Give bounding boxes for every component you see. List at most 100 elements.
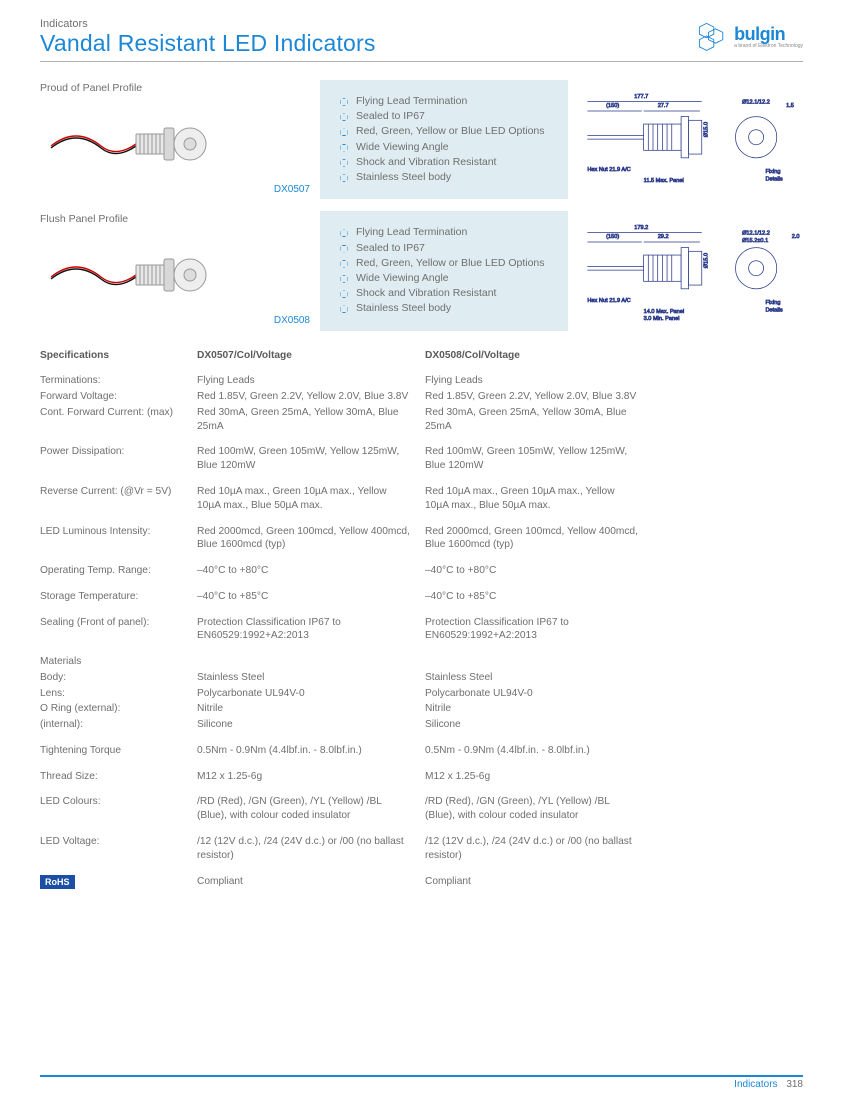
spec-label: Body: [40,671,197,685]
page-footer: Indicators 318 [40,1075,803,1090]
spec-row: Storage Temperature:–40°C to +85°C–40°C … [40,590,803,604]
spec-label: Storage Temperature: [40,590,197,604]
spec-label: O Ring (external): [40,702,197,716]
svg-text:Details: Details [766,176,783,182]
feature-item: Red, Green, Yellow or Blue LED Options [340,124,554,139]
spec-label: RoHS [40,875,197,890]
spec-value-col2: –40°C to +80°C [425,564,653,578]
svg-text:2.0: 2.0 [792,234,800,240]
spec-value-col1: Red 100mW, Green 105mW, Yellow 125mW, Bl… [197,445,425,473]
spec-value-col1: Flying Leads [197,374,425,388]
profile-title: Flush Panel Profile [40,213,320,225]
svg-text:Details: Details [766,307,783,313]
spec-row: Body:Stainless SteelStainless Steel [40,671,803,685]
feature-item: Flying Lead Termination [340,94,554,109]
feature-box: Flying Lead TerminationSealed to IP67Red… [320,80,568,199]
spec-label: LED Voltage: [40,835,197,863]
header-title-block: Indicators Vandal Resistant LED Indicato… [40,18,376,57]
spec-value-col1: –40°C to +80°C [197,564,425,578]
spec-label: (internal): [40,718,197,732]
spec-header-col2: DX0508/Col/Voltage [425,349,653,363]
spec-row: Lens:Polycarbonate UL94V-0Polycarbonate … [40,687,803,701]
spec-value-col1: Protection Classification IP67 to EN6052… [197,616,425,644]
spec-row: Tightening Torque0.5Nm - 0.9Nm (4.4lbf.i… [40,744,803,758]
svg-text:11.5 Max. Panel: 11.5 Max. Panel [644,178,684,184]
svg-text:Hex Nut 21.9 A/C: Hex Nut 21.9 A/C [587,167,630,173]
spec-value-col1: Red 30mA, Green 25mA, Yellow 30mA, Blue … [197,406,425,434]
spec-value-col2: /RD (Red), /GN (Green), /YL (Yellow) /BL… [425,795,653,823]
brand-name: bulgin [734,24,803,45]
spec-value-col2: /12 (12V d.c.), /24 (24V d.c.) or /00 (n… [425,835,653,863]
product-code: DX0508 [40,315,320,326]
svg-text:Fixing: Fixing [766,300,781,306]
spec-row: Cont. Forward Current: (max)Red 30mA, Gr… [40,406,803,434]
svg-text:1.5: 1.5 [786,103,794,109]
spec-label: Thread Size: [40,770,197,784]
spec-label: Operating Temp. Range: [40,564,197,578]
brand-sub: a brand of Elektron Technology [734,43,803,49]
product-image [40,233,320,311]
spec-label: LED Luminous Intensity: [40,525,197,553]
svg-text:29.2: 29.2 [658,234,669,240]
spec-value-col1: Silicone [197,718,425,732]
feature-box: Flying Lead TerminationSealed to IP67Red… [320,211,568,330]
profile-block: Flush Panel Profile DX0508Flying Lead Te… [40,211,803,330]
svg-text:14.0 Max. Panel: 14.0 Max. Panel [644,309,685,315]
feature-item: Sealed to IP67 [340,241,554,256]
svg-text:(150): (150) [606,234,619,240]
spec-value-col1: /RD (Red), /GN (Green), /YL (Yellow) /BL… [197,795,425,823]
spec-row: Sealing (Front of panel):Protection Clas… [40,616,803,644]
spec-row: O Ring (external):NitrileNitrile [40,702,803,716]
spec-row: (internal):SiliconeSilicone [40,718,803,732]
spec-value-col2: Silicone [425,718,653,732]
header-title: Vandal Resistant LED Indicators [40,30,376,57]
spec-label: Terminations: [40,374,197,388]
spec-value-col2: Polycarbonate UL94V-0 [425,687,653,701]
profile-block: Proud of Panel Profile DX0507Flying Lead… [40,80,803,199]
spec-value-col1: Stainless Steel [197,671,425,685]
feature-item: Sealed to IP67 [340,109,554,124]
spec-label: Power Dissipation: [40,445,197,473]
spec-label: Cont. Forward Current: (max) [40,406,197,434]
spec-row: Power Dissipation:Red 100mW, Green 105mW… [40,445,803,473]
feature-item: Shock and Vibration Resistant [340,155,554,170]
spec-row: Terminations:Flying LeadsFlying Leads [40,374,803,388]
spec-value-col2: Red 100mW, Green 105mW, Yellow 125mW, Bl… [425,445,653,473]
spec-value-col1: –40°C to +85°C [197,590,425,604]
spec-header-label: Specifications [40,349,197,363]
spec-value-col2: Stainless Steel [425,671,653,685]
svg-text:Ø15.0: Ø15.0 [703,122,709,137]
feature-item: Red, Green, Yellow or Blue LED Options [340,256,554,271]
spec-label: Materials [40,655,197,669]
spec-value-col2: –40°C to +85°C [425,590,653,604]
technical-drawing: (150) 27.7 177.7 Hex Nut 21.9 A/C 11.5 M… [568,80,803,199]
svg-text:(150): (150) [606,103,619,109]
spec-value-col1: Polycarbonate UL94V-0 [197,687,425,701]
footer-section: Indicators [734,1079,777,1090]
feature-item: Wide Viewing Angle [340,271,554,286]
spec-value-col2: Nitrile [425,702,653,716]
spec-row: Thread Size:M12 x 1.25-6gM12 x 1.25-6g [40,770,803,784]
spec-row: Materials [40,655,803,669]
spec-label: LED Colours: [40,795,197,823]
svg-text:179.2: 179.2 [634,225,648,231]
spec-row: Forward Voltage:Red 1.85V, Green 2.2V, Y… [40,390,803,404]
profile-left: Proud of Panel Profile DX0507 [40,80,320,199]
rohs-badge: RoHS [40,875,75,889]
spec-label: Forward Voltage: [40,390,197,404]
hex-logo-icon [694,18,730,54]
feature-item: Flying Lead Termination [340,225,554,240]
header-supertitle: Indicators [40,18,376,30]
spec-value-col1 [197,655,425,669]
spec-value-col2: Compliant [425,875,653,890]
svg-text:Fixing: Fixing [766,168,781,174]
svg-text:Ø15.0: Ø15.0 [703,253,709,268]
brand-logo: bulgin a brand of Elektron Technology [694,18,803,54]
product-image [40,102,320,180]
spec-row: RoHS CompliantCompliant [40,875,803,890]
spec-value-col2: Flying Leads [425,374,653,388]
spec-value-col2: Red 10µA max., Green 10µA max., Yellow 1… [425,485,653,513]
spec-value-col1: Compliant [197,875,425,890]
page-header: Indicators Vandal Resistant LED Indicato… [40,18,803,62]
feature-item: Stainless Steel body [340,170,554,185]
